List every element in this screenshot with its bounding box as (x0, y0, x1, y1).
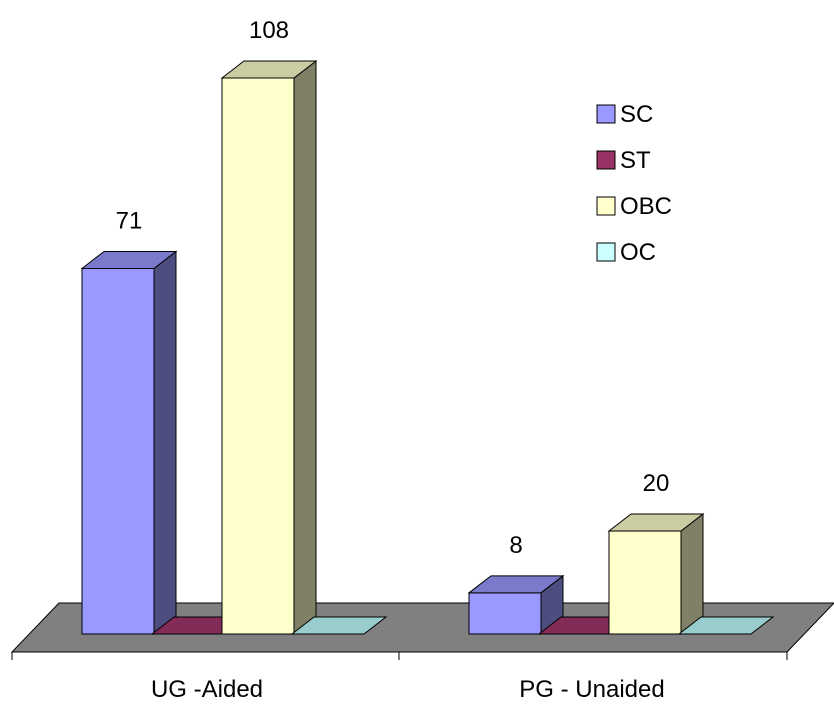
bar-top-obc-1 (607, 513, 705, 532)
bar-obc-1 (608, 530, 682, 635)
bar-top-sc-1 (467, 575, 565, 594)
data-label-obc-1: 20 (643, 470, 670, 497)
bar-side-obc-0 (293, 59, 317, 636)
bar-oc-1 (677, 616, 775, 635)
bar-top-sc-0 (80, 250, 178, 269)
data-label-sc-1: 8 (509, 532, 522, 559)
data-label-obc-0: 108 (249, 17, 289, 44)
legend-label-obc: OBC (620, 193, 672, 220)
bar-obc-0 (221, 77, 295, 635)
bar-side-obc-1 (680, 513, 704, 636)
legend-label-oc: OC (620, 239, 656, 266)
legend-swatch-st (596, 150, 616, 170)
bar-oc-0 (290, 616, 388, 635)
category-label-1: PG - Unaided (519, 676, 664, 702)
category-label-0: UG -Aided (151, 676, 263, 702)
legend-swatch-obc (596, 196, 616, 216)
bar-sc-1 (468, 592, 542, 635)
bar-sc-0 (81, 267, 155, 635)
bar-side-sc-0 (153, 250, 177, 636)
legend-label-st: ST (620, 147, 651, 174)
data-label-sc-0: 71 (116, 207, 143, 234)
legend-swatch-sc (596, 104, 616, 124)
legend-label-sc: SC (620, 101, 653, 128)
legend-swatch-oc (596, 242, 616, 262)
bar-top-obc-0 (220, 60, 318, 79)
